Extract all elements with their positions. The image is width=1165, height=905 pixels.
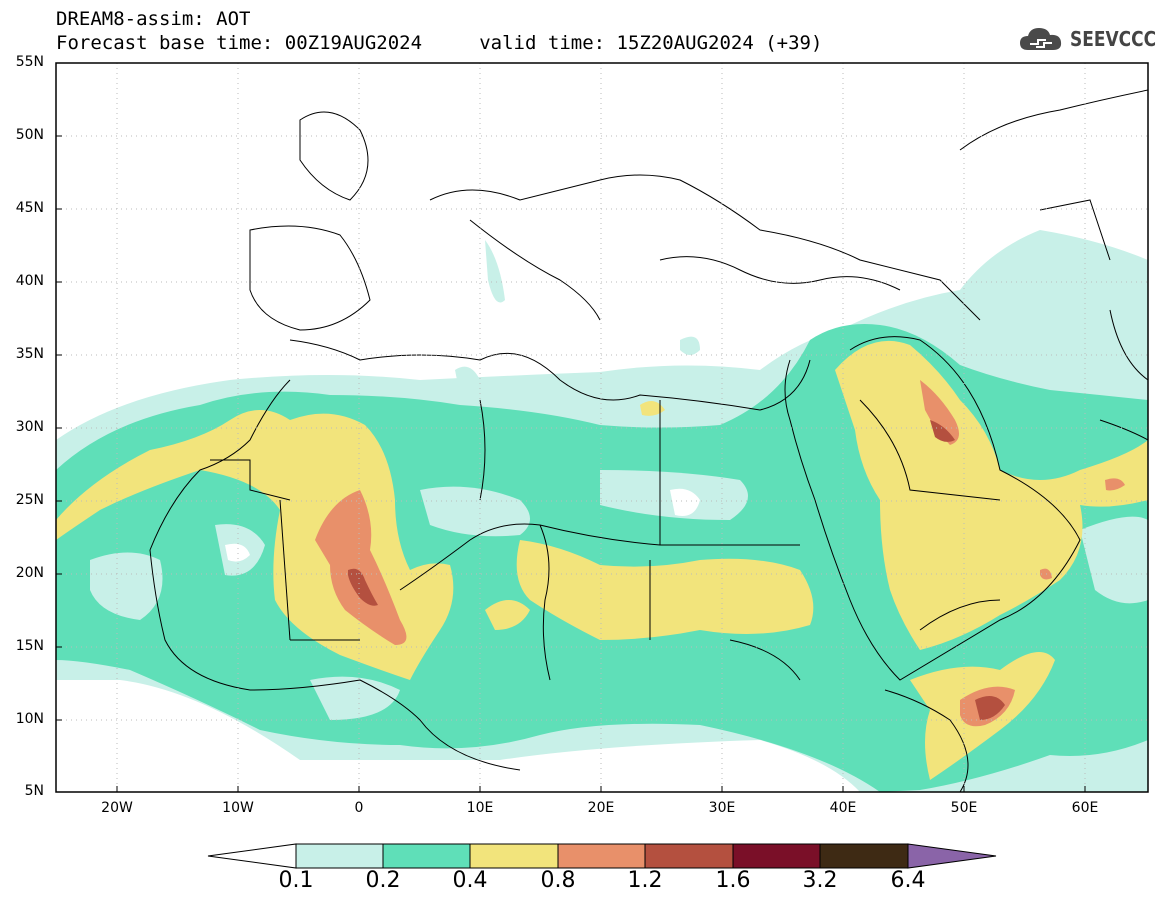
colorbar-label: 0.8	[540, 868, 576, 893]
colorbar-label: 6.4	[890, 868, 926, 893]
lon-label: 10W	[222, 800, 254, 816]
lat-label: 10N	[15, 711, 44, 727]
axis-ticks	[56, 62, 1086, 792]
aot-level-1.2	[348, 420, 1005, 720]
colorbar-label: 1.6	[715, 868, 751, 893]
seevccc-logo: SEEVCCC	[1018, 24, 1165, 54]
lat-lon-grid	[56, 63, 1148, 792]
lon-label: 30E	[708, 800, 736, 816]
aot-level-0-holes	[225, 488, 700, 562]
colorbar-label: 0.1	[278, 868, 314, 893]
lon-label: 0	[354, 800, 364, 816]
lat-label: 45N	[15, 200, 44, 216]
lat-label: 30N	[15, 419, 44, 435]
lat-label: 20N	[15, 565, 44, 581]
lat-label: 35N	[15, 346, 44, 362]
cloud-icon	[1020, 28, 1062, 50]
map-title: DREAM8-assim: AOT	[56, 8, 251, 30]
map-subtitle: Forecast base time: 00Z19AUG2024 valid t…	[56, 32, 823, 54]
colorbar-label: 3.2	[802, 868, 838, 893]
colorbar-label: 0.4	[452, 868, 488, 893]
lon-label: 20W	[101, 800, 133, 816]
lon-label: 50E	[950, 800, 978, 816]
lon-label: 10E	[466, 800, 494, 816]
lat-label: 25N	[15, 492, 44, 508]
colorbar-label: 1.2	[627, 868, 663, 893]
lon-label: 60E	[1071, 800, 1099, 816]
lat-label: 5N	[24, 783, 44, 799]
lat-label: 55N	[15, 54, 44, 70]
lat-label: 40N	[15, 273, 44, 289]
lon-label: 20E	[587, 800, 615, 816]
lat-label: 50N	[15, 127, 44, 143]
colorbar-label: 0.2	[365, 868, 401, 893]
lon-label: 40E	[829, 800, 857, 816]
aot-level-0.1-holes	[90, 366, 1148, 720]
country-borders	[149, 89, 1148, 792]
lat-label: 15N	[15, 638, 44, 654]
logo-text: SEEVCCC	[1070, 27, 1157, 51]
